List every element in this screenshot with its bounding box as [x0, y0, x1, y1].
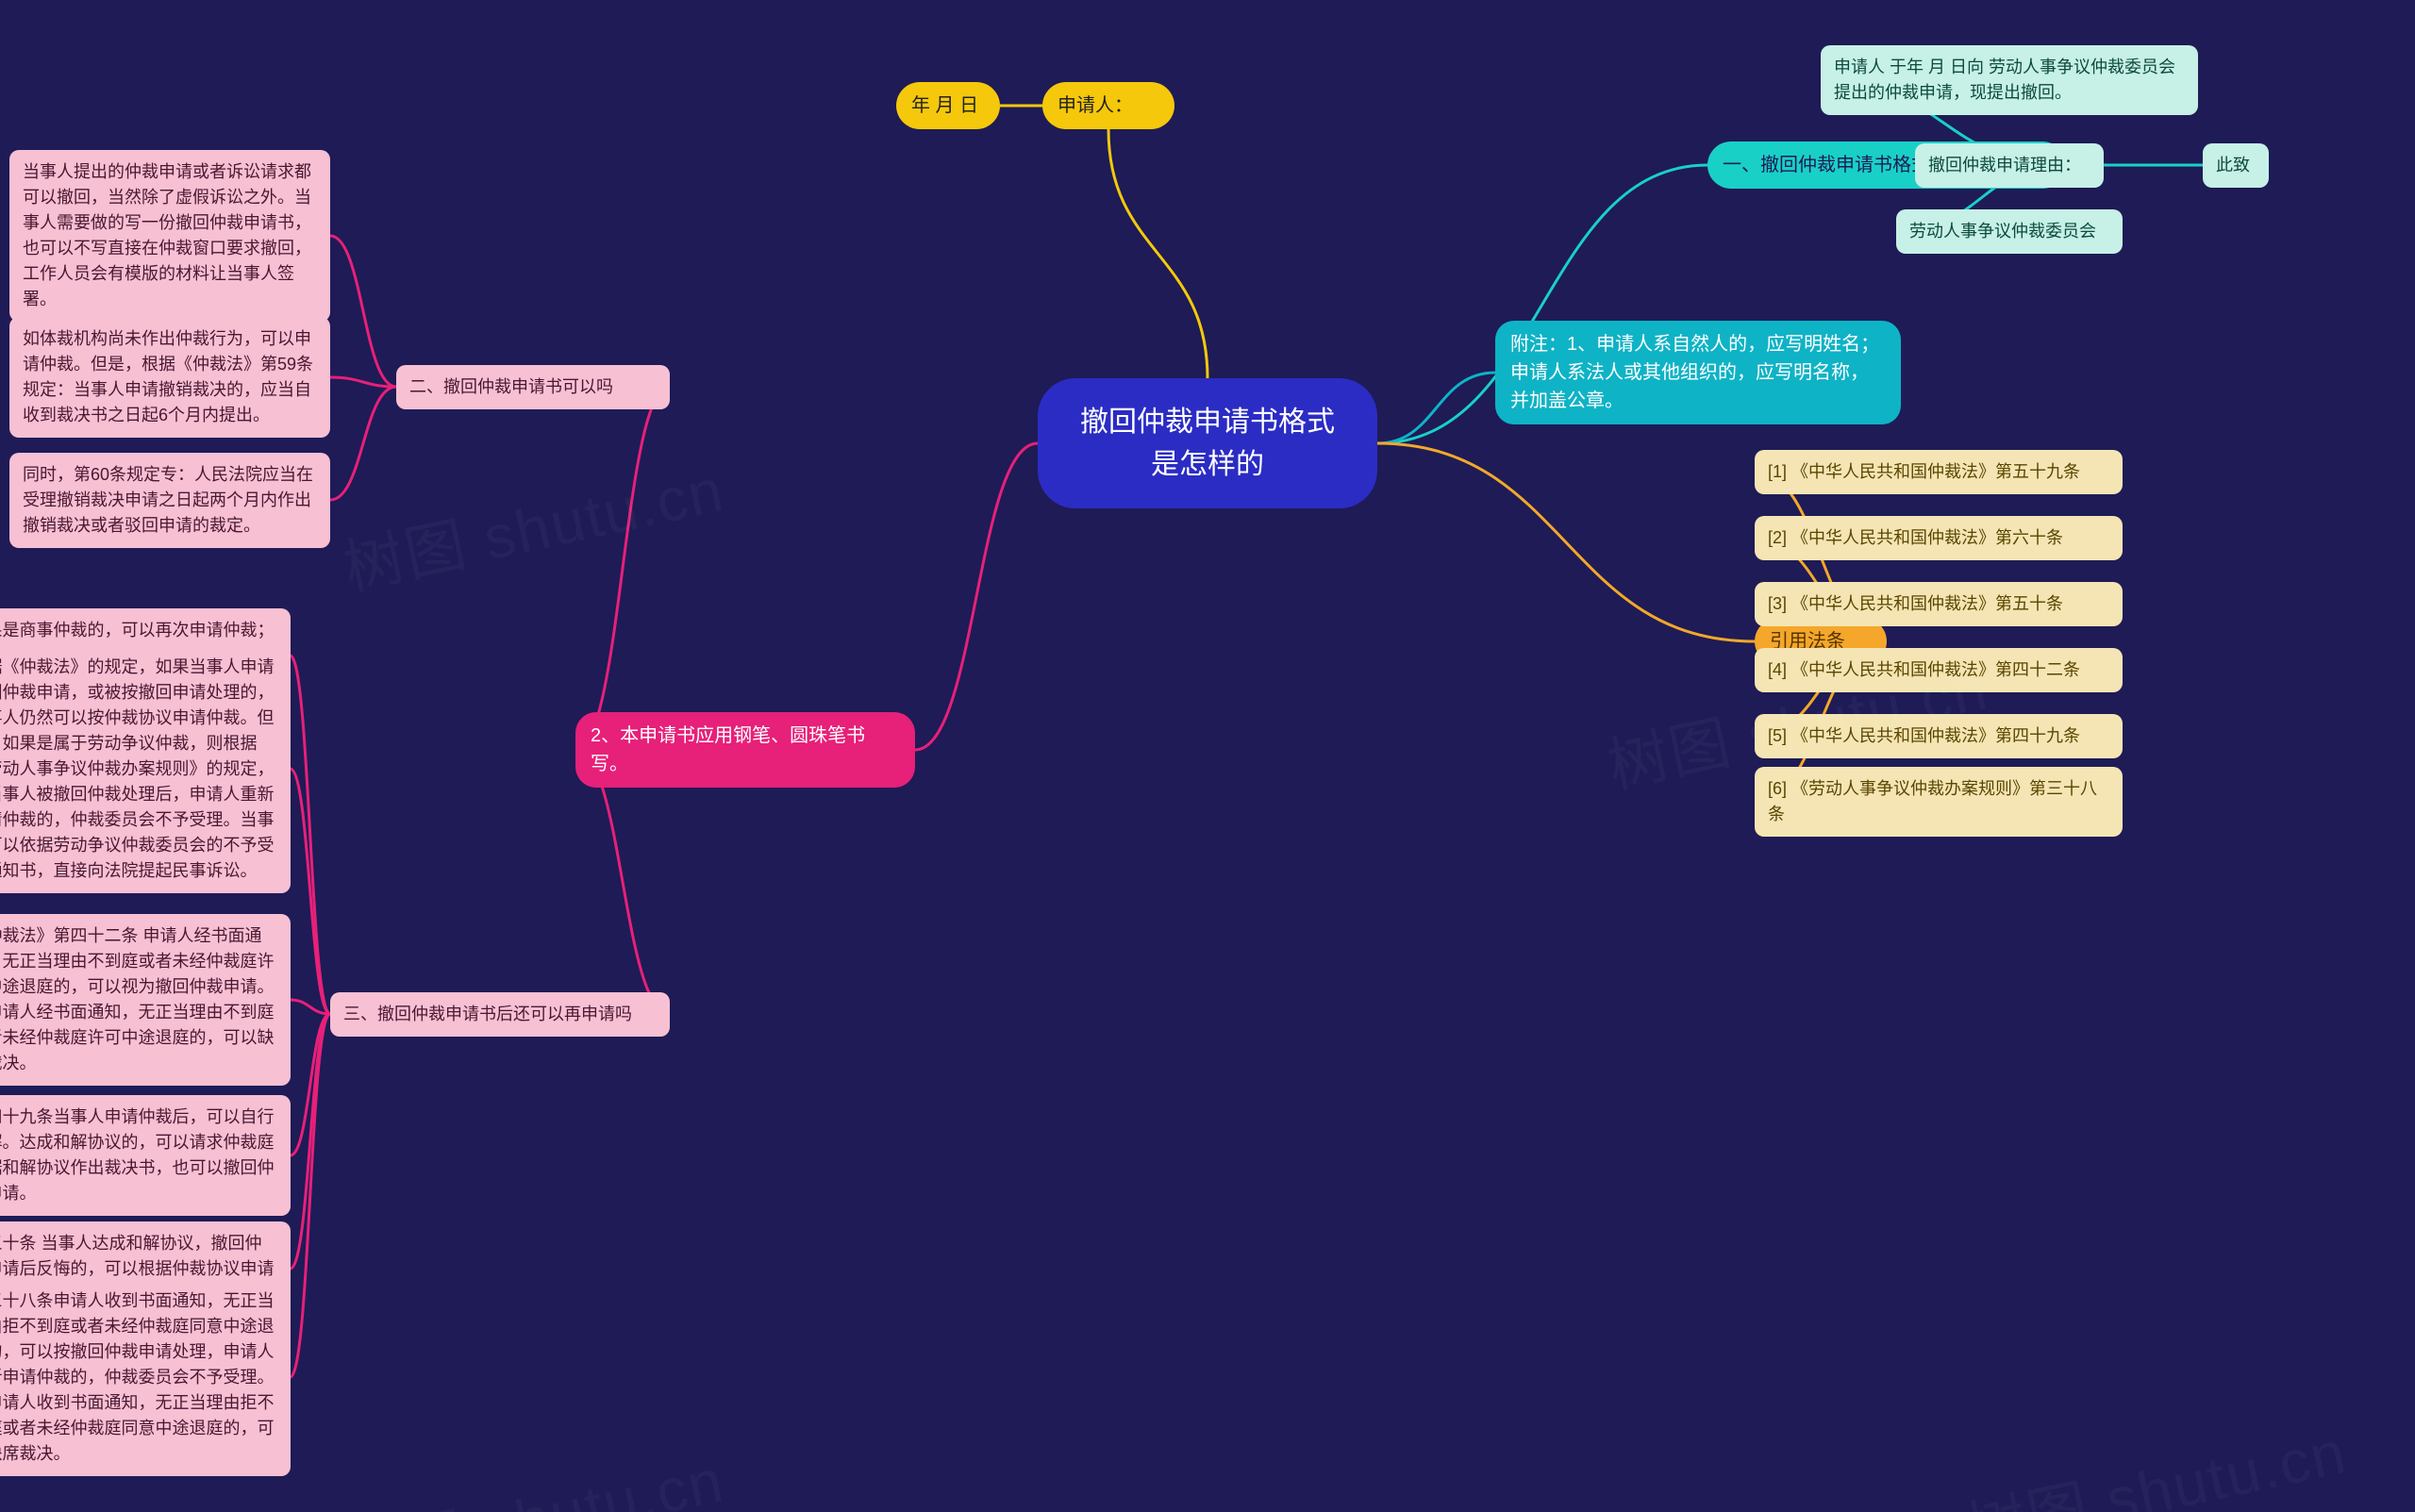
- edge-n_sec3-n_s3d: [291, 1014, 331, 1155]
- node-n_fmt_c[interactable]: 劳动人事争议仲裁委员会: [1896, 209, 2123, 254]
- node-n_fmt_a[interactable]: 申请人 于年 月 日向 劳动人事争议仲裁委员会提出的仲裁申请，现提出撤回。: [1821, 45, 2198, 115]
- watermark: 树图 shutu.cn: [335, 441, 731, 606]
- node-n_s2a[interactable]: 当事人提出的仲裁申请或者诉讼请求都可以撤回，当然除了虚假诉讼之外。当事人需要做的…: [9, 150, 330, 322]
- node-n_law6[interactable]: [6] 《劳动人事争议仲裁办案规则》第三十八条: [1755, 767, 2123, 837]
- node-n_law1[interactable]: [1] 《中华人民共和国仲裁法》第五十九条: [1755, 450, 2123, 494]
- watermark: 树图 shutu.cn: [1957, 1404, 2354, 1512]
- edge-n_sec2-n_s2b: [330, 377, 396, 387]
- node-n_s2b[interactable]: 如体裁机构尚未作出仲裁行为，可以申请仲裁。但是，根据《仲裁法》第59条规定：当事…: [9, 317, 330, 438]
- edge-n_pen-n_sec2: [575, 387, 670, 750]
- node-n_date[interactable]: 年 月 日: [896, 82, 1000, 129]
- node-n_fmt_b2[interactable]: 此致: [2203, 143, 2269, 188]
- edge-root-n_note: [1377, 373, 1495, 443]
- node-n_note[interactable]: 附注：1、申请人系自然人的，应写明姓名；申请人系法人或其他组织的，应写明名称，并…: [1495, 321, 1901, 424]
- edge-root-n_pen: [915, 443, 1038, 750]
- node-n_law5[interactable]: [5] 《中华人民共和国仲裁法》第四十九条: [1755, 714, 2123, 758]
- node-n_sec3[interactable]: 三、撤回仲裁申请书后还可以再申请吗: [330, 992, 670, 1037]
- edge-n_pen-n_sec3: [575, 750, 670, 1014]
- edge-n_sec3-n_s3a: [291, 656, 331, 1014]
- node-n_pen[interactable]: 2、本申请书应用钢笔、圆珠笔书写。: [575, 712, 915, 788]
- edge-root-n_app: [1108, 129, 1208, 378]
- edge-n_sec3-n_s3e: [291, 1014, 331, 1269]
- node-n_s2c[interactable]: 同时，第60条规定专：人民法院应当在受理撤销裁决申请之日起两个月内作出撤销裁决或…: [9, 453, 330, 548]
- edge-n_sec3-n_s3f: [291, 1014, 331, 1377]
- node-n_sec2[interactable]: 二、撤回仲裁申请书可以吗: [396, 365, 670, 409]
- edge-n_sec2-n_s2a: [330, 236, 396, 387]
- node-n_s3f[interactable]: 第三十八条申请人收到书面通知，无正当理由拒不到庭或者未经仲裁庭同意中途退庭的，可…: [0, 1279, 291, 1476]
- watermark: 树图 shutu.cn: [335, 1432, 731, 1512]
- node-n_fmt_b[interactable]: 撤回仲裁申请理由：: [1915, 143, 2104, 188]
- node-n_law2[interactable]: [2] 《中华人民共和国仲裁法》第六十条: [1755, 516, 2123, 560]
- edge-n_sec2-n_s2c: [330, 387, 396, 500]
- node-n_s3b[interactable]: 根据《仲裁法》的规定，如果当事人申请撤回仲裁申请，或被按撤回申请处理的，当事人仍…: [0, 645, 291, 893]
- node-n_law4[interactable]: [4] 《中华人民共和国仲裁法》第四十二条: [1755, 648, 2123, 692]
- edge-n_sec3-n_s3c: [291, 1000, 331, 1014]
- node-root[interactable]: 撤回仲裁申请书格式是怎样的: [1038, 378, 1377, 508]
- node-n_app[interactable]: 申请人：: [1042, 82, 1174, 129]
- edge-n_sec3-n_s3b: [291, 769, 331, 1014]
- node-n_s3c[interactable]: 《仲裁法》第四十二条 申请人经书面通知，无正当理由不到庭或者未经仲裁庭许可中途退…: [0, 914, 291, 1086]
- edge-root-n_law: [1377, 443, 1755, 641]
- node-n_s3d[interactable]: 第四十九条当事人申请仲裁后，可以自行和解。达成和解协议的，可以请求仲裁庭根据和解…: [0, 1095, 291, 1216]
- node-n_law3[interactable]: [3] 《中华人民共和国仲裁法》第五十条: [1755, 582, 2123, 626]
